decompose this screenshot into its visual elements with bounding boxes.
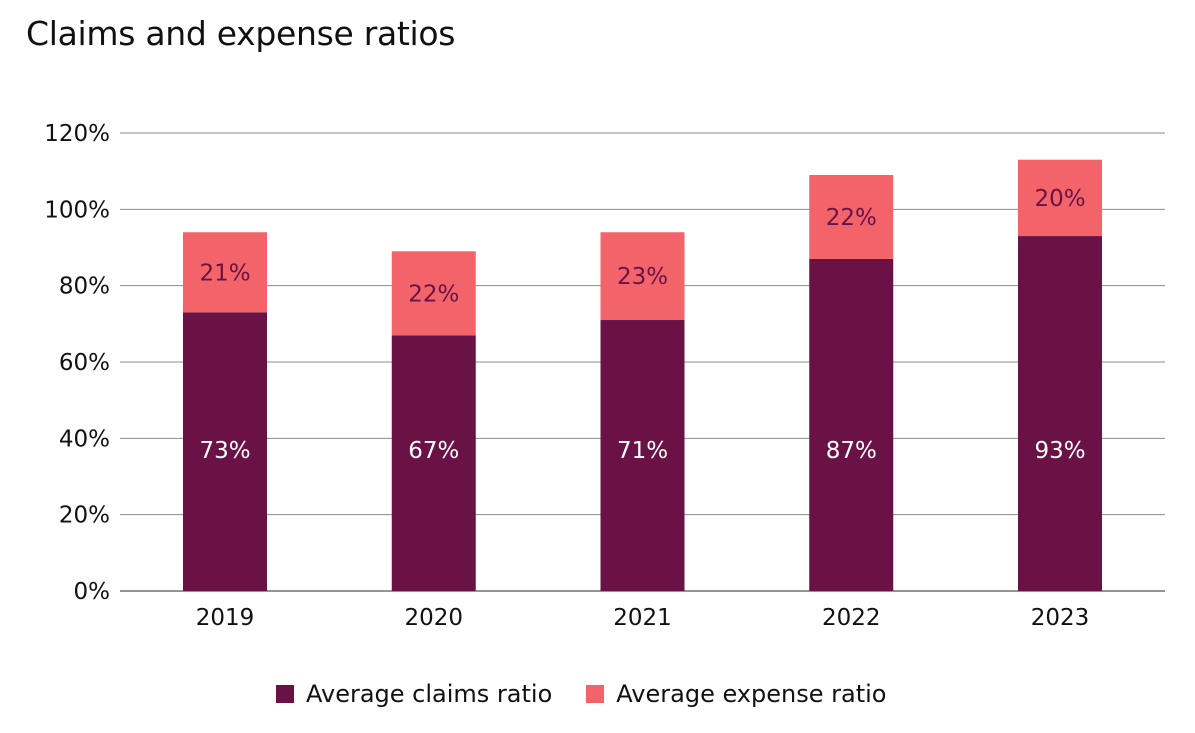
data-label-claims: 93%: [1034, 438, 1085, 464]
y-tick-label: 40%: [59, 426, 110, 452]
bar-expense-ratio: [1018, 159, 1102, 237]
y-tick-label: 20%: [59, 503, 110, 529]
bar-claims-ratio: [600, 320, 685, 591]
data-label-claims: 67%: [408, 438, 459, 464]
y-tick-label: 0%: [74, 579, 111, 605]
bar-expense-ratio: [391, 251, 476, 336]
x-tick-label: 2023: [1031, 605, 1090, 631]
x-tick-label: 2021: [613, 605, 672, 631]
legend-item-expense: Average expense ratio: [586, 680, 886, 708]
bar-claims-ratio: [809, 258, 894, 591]
data-label-expense: 23%: [617, 264, 668, 290]
bar-expense-ratio: [600, 232, 685, 321]
data-label-expense: 22%: [408, 281, 459, 307]
data-label-claims: 71%: [617, 438, 668, 464]
data-label-claims: 73%: [199, 438, 250, 464]
chart-legend: Average claims ratio Average expense rat…: [276, 680, 886, 708]
data-label-expense: 21%: [199, 260, 250, 286]
legend-label-expense: Average expense ratio: [616, 680, 887, 708]
data-label-expense: 20%: [1034, 186, 1085, 212]
x-tick-label: 2022: [822, 605, 881, 631]
bar-expense-ratio: [809, 174, 894, 259]
data-label-expense: 22%: [826, 205, 877, 231]
data-label-claims: 87%: [826, 438, 877, 464]
legend-swatch-claims: [276, 685, 294, 703]
bar-claims-ratio: [391, 335, 476, 591]
bar-claims-ratio: [183, 312, 267, 591]
legend-label-claims: Average claims ratio: [306, 680, 553, 708]
y-tick-label: 100%: [44, 197, 110, 223]
y-tick-label: 60%: [59, 350, 110, 376]
y-tick-label: 120%: [44, 121, 110, 147]
bar-expense-ratio: [183, 232, 267, 313]
legend-item-claims: Average claims ratio: [276, 680, 552, 708]
x-tick-label: 2020: [404, 605, 463, 631]
bar-claims-ratio: [1018, 236, 1102, 592]
chart-title: Claims and expense ratios: [26, 14, 456, 53]
x-tick-label: 2019: [196, 605, 255, 631]
y-tick-label: 80%: [59, 274, 110, 300]
legend-swatch-expense: [586, 685, 605, 703]
